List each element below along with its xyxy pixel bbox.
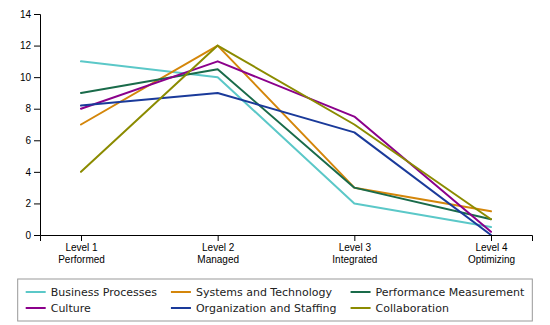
tick: Level 4Optimizing: [468, 235, 515, 265]
series-line: [81, 69, 491, 219]
tick-label: Level 1Performed: [58, 242, 105, 265]
legend-item: Business Processes: [26, 286, 157, 299]
tick-mark: [34, 14, 40, 15]
legend-item: Systems and Technology: [171, 286, 333, 299]
tick-mark: [34, 77, 40, 78]
tick-label-line: Level 1: [65, 242, 98, 253]
legend-item: Culture: [26, 302, 91, 315]
legend-box: [18, 279, 533, 321]
tick-label-line: Level 4: [475, 242, 508, 253]
y-axis: 0 2 4 6 8 10 12 14: [20, 9, 41, 241]
tick-label: 6: [25, 135, 31, 146]
tick: 10: [20, 72, 40, 83]
tick-mark: [34, 109, 40, 110]
legend-item: Performance Measurement: [351, 286, 525, 299]
tick: 6: [25, 135, 40, 146]
tick-label: 0: [25, 230, 31, 241]
tick-label: 4: [25, 167, 31, 178]
tick: Level 1Performed: [58, 235, 105, 265]
tick: 8: [25, 103, 40, 114]
legend-label: Performance Measurement: [376, 286, 525, 299]
tick-label: Level 3Integrated: [332, 242, 377, 265]
tick: Level 3Integrated: [332, 235, 377, 265]
tick-label: 8: [25, 103, 31, 114]
tick-label: 10: [20, 72, 32, 83]
legend-item: Organization and Staffing: [171, 302, 337, 315]
legend-swatch: [171, 307, 191, 309]
legend-item: Collaboration: [351, 302, 449, 315]
axis-line: [41, 236, 533, 242]
tick: 2: [25, 198, 40, 209]
tick-label-line: Level 3: [339, 242, 372, 253]
tick-mark: [34, 172, 40, 173]
legend-swatch: [351, 291, 371, 293]
legend-label: Collaboration: [376, 302, 449, 315]
legend-swatch: [171, 291, 191, 293]
tick-label-line: Optimizing: [468, 254, 515, 265]
tick-mark: [491, 235, 492, 241]
tick-label: 2: [25, 198, 31, 209]
legend: Business Processes Systems and Technology…: [18, 279, 533, 321]
tick-mark: [34, 140, 40, 141]
tick-label-line: Performed: [58, 254, 105, 265]
tick-mark: [34, 203, 40, 204]
tick-mark: [81, 235, 82, 241]
axis-line: [34, 15, 41, 236]
x-axis: Level 1Performed Level 2Managed Level 3Int…: [41, 235, 533, 265]
tick: 12: [20, 40, 40, 51]
tick: 4: [25, 167, 40, 178]
series-line: [81, 61, 491, 231]
tick-label: Level 2Managed: [197, 242, 239, 265]
legend-swatch: [26, 307, 46, 309]
chart: 0 2 4 6 8 10 12 14 Level 1Performed Level 2Manage…: [0, 0, 550, 325]
tick-label: 14: [20, 9, 32, 20]
tick-mark: [34, 46, 40, 47]
legend-swatch: [351, 307, 371, 309]
series-line: [81, 46, 491, 220]
legend-label: Systems and Technology: [196, 286, 333, 299]
lines: [81, 46, 491, 235]
series-line: [81, 61, 491, 227]
tick: 0: [25, 230, 40, 241]
tick: 14: [20, 9, 40, 20]
tick-label-line: Managed: [197, 254, 239, 265]
tick-mark: [354, 235, 355, 241]
tick-mark: [34, 235, 40, 236]
legend-label: Business Processes: [51, 286, 157, 299]
tick-label-line: Level 2: [202, 242, 235, 253]
tick-label-line: Integrated: [332, 254, 377, 265]
tick-label: 12: [20, 40, 32, 51]
legend-label: Culture: [51, 302, 91, 315]
tick-label: Level 4Optimizing: [468, 242, 515, 265]
legend-swatch: [26, 291, 46, 293]
plot: 0 2 4 6 8 10 12 14 Level 1Performed Level 2Manage…: [20, 9, 533, 265]
tick-mark: [218, 235, 219, 241]
tick: Level 2Managed: [197, 235, 239, 265]
legend-label: Organization and Staffing: [196, 302, 337, 315]
